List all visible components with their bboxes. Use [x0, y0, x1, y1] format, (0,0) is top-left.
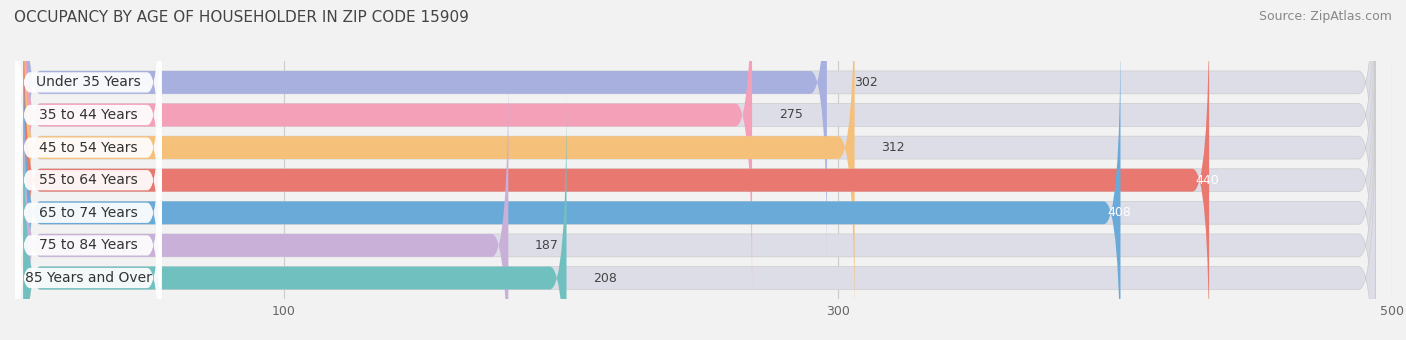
FancyBboxPatch shape [15, 0, 162, 304]
Text: 75 to 84 Years: 75 to 84 Years [39, 238, 138, 252]
Text: OCCUPANCY BY AGE OF HOUSEHOLDER IN ZIP CODE 15909: OCCUPANCY BY AGE OF HOUSEHOLDER IN ZIP C… [14, 10, 470, 25]
FancyBboxPatch shape [24, 94, 1375, 340]
FancyBboxPatch shape [24, 28, 1375, 340]
FancyBboxPatch shape [24, 0, 1209, 340]
Text: 408: 408 [1107, 206, 1130, 219]
FancyBboxPatch shape [24, 61, 1375, 340]
FancyBboxPatch shape [24, 0, 1375, 300]
FancyBboxPatch shape [24, 0, 855, 332]
Text: 65 to 74 Years: 65 to 74 Years [39, 206, 138, 220]
Text: 85 Years and Over: 85 Years and Over [25, 271, 152, 285]
FancyBboxPatch shape [24, 0, 827, 267]
Text: 275: 275 [779, 108, 803, 121]
Text: 45 to 54 Years: 45 to 54 Years [39, 141, 138, 155]
FancyBboxPatch shape [15, 56, 162, 340]
Text: 440: 440 [1195, 174, 1219, 187]
Text: 208: 208 [593, 272, 617, 285]
FancyBboxPatch shape [24, 0, 1375, 332]
FancyBboxPatch shape [24, 94, 567, 340]
FancyBboxPatch shape [24, 0, 1375, 267]
Text: 35 to 44 Years: 35 to 44 Years [39, 108, 138, 122]
FancyBboxPatch shape [15, 24, 162, 337]
FancyBboxPatch shape [24, 0, 752, 300]
Text: 187: 187 [536, 239, 560, 252]
Text: Source: ZipAtlas.com: Source: ZipAtlas.com [1258, 10, 1392, 23]
FancyBboxPatch shape [15, 0, 162, 271]
Text: 302: 302 [853, 76, 877, 89]
Text: 55 to 64 Years: 55 to 64 Years [39, 173, 138, 187]
FancyBboxPatch shape [24, 0, 1375, 340]
Text: 312: 312 [882, 141, 905, 154]
FancyBboxPatch shape [15, 122, 162, 340]
FancyBboxPatch shape [15, 89, 162, 340]
FancyBboxPatch shape [24, 28, 1121, 340]
FancyBboxPatch shape [24, 61, 509, 340]
Text: Under 35 Years: Under 35 Years [37, 75, 141, 89]
FancyBboxPatch shape [15, 0, 162, 239]
